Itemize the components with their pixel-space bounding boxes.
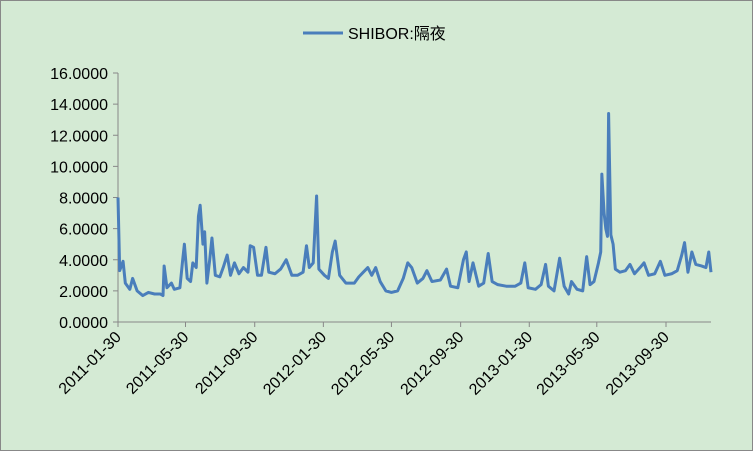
y-tick-label: 8.0000 (59, 191, 108, 208)
y-tick-label: 6.0000 (59, 222, 108, 239)
y-tick-label: 16.0000 (50, 66, 108, 83)
y-tick-label: 10.0000 (50, 159, 108, 176)
y-tick-label: 14.0000 (50, 97, 108, 114)
y-tick-label: 4.0000 (59, 253, 108, 270)
legend-label: SHIBOR:隔夜 (348, 25, 446, 43)
y-tick-label: 0.0000 (59, 315, 108, 332)
y-tick-label: 12.0000 (50, 128, 108, 145)
y-tick-label: 2.0000 (59, 284, 108, 301)
series-line (116, 111, 713, 298)
